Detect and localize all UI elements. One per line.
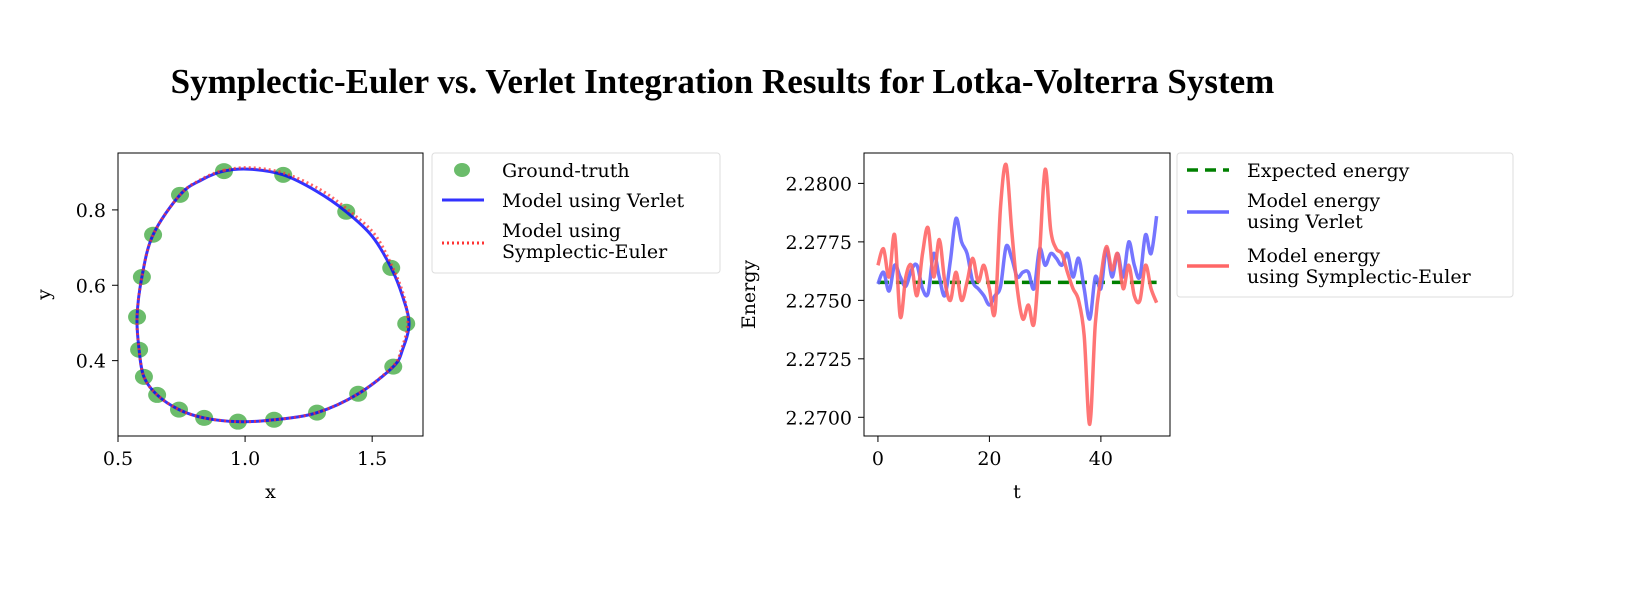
verlet-trajectory-line [135, 167, 411, 424]
x-tick-label: 1.5 [357, 448, 387, 470]
legend-label-symplectic-euler: Model using Symplectic-Euler [502, 220, 668, 263]
y-tick-label: 0.8 [76, 200, 106, 222]
y-tick-label: 2.2775 [786, 232, 852, 254]
y-axis-label: Energy [738, 260, 760, 330]
y-tick-label: 2.2725 [786, 349, 852, 371]
figure-title: Symplectic-Euler vs. Verlet Integration … [170, 62, 1275, 101]
legend-label-ground-truth: Ground-truth [502, 160, 630, 182]
legend-label-verlet-energy: Model energy using Verlet [1247, 190, 1380, 233]
symplectic-euler-trajectory-line [135, 166, 410, 424]
y-tick-label: 2.2700 [786, 407, 852, 429]
legend-box-left [431, 152, 721, 274]
y-tick-label: 2.2750 [786, 290, 852, 312]
y-tick-label: 2.2800 [786, 173, 852, 195]
x-tick-label: 1.0 [230, 448, 260, 470]
x-tick-label: 40 [1089, 448, 1113, 470]
y-axis-label: y [33, 289, 55, 301]
axes-frame-left [117, 152, 424, 437]
x-axis-label: x [265, 481, 276, 503]
legend-marker-ground-truth [454, 163, 470, 177]
legend-box-right [1176, 152, 1514, 298]
legend-label-verlet: Model using Verlet [502, 190, 685, 212]
symplectic-euler-energy-line [876, 162, 1159, 427]
y-tick-label: 0.6 [76, 275, 106, 297]
x-tick-label: 20 [977, 448, 1001, 470]
legend-label-expected-energy: Expected energy [1247, 160, 1410, 182]
x-axis-label: t [1013, 481, 1021, 503]
x-tick-label: 0.5 [103, 448, 133, 470]
axes-frame-right [863, 152, 1171, 437]
x-tick-label: 0 [872, 448, 884, 470]
ground-truth-point [397, 315, 416, 332]
y-tick-label: 0.4 [76, 351, 106, 373]
legend-label-symplectic-euler-energy: Model energy using Symplectic-Euler [1247, 245, 1472, 288]
